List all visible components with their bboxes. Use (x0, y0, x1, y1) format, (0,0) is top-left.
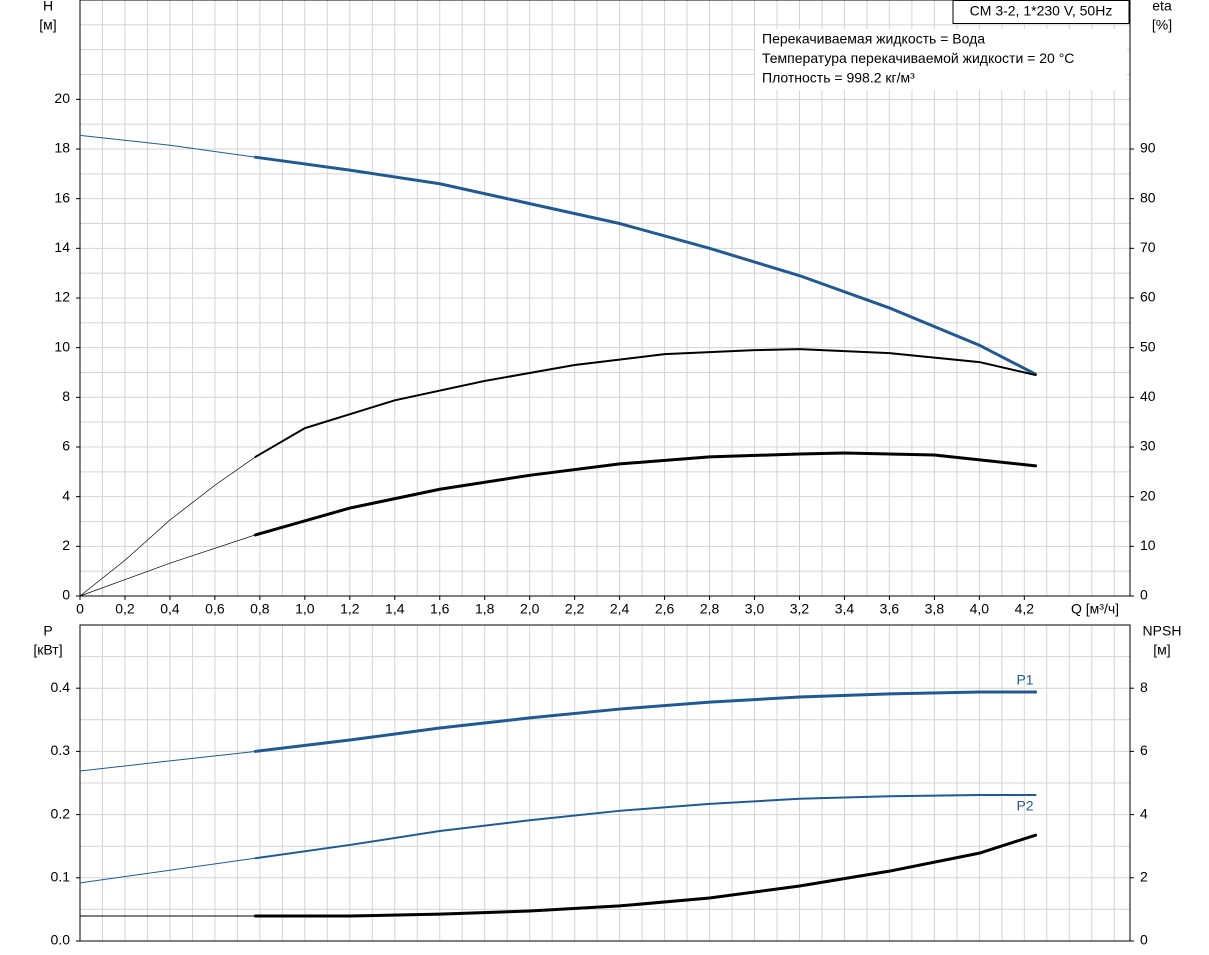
y2-tick-label: 70 (1140, 239, 1156, 255)
y2-tick-label: 80 (1140, 189, 1156, 205)
x-tick-label: 0,6 (205, 601, 225, 617)
chart-title: CM 3-2, 1*230 V, 50Hz (970, 3, 1113, 19)
y2-axis-label: NPSH (1143, 623, 1182, 639)
y-tick-label: 12 (54, 289, 70, 305)
curve (253, 451, 1038, 537)
y2-tick-label: 6 (1140, 742, 1148, 758)
curve-label: P2 (1016, 798, 1033, 814)
y2-axis-label: [%] (1152, 17, 1172, 33)
curve (79, 750, 256, 772)
x-tick-label: 3,0 (745, 601, 765, 617)
y2-tick-label: 0 (1140, 587, 1148, 603)
y-tick-label: 0 (62, 587, 70, 603)
curve (253, 833, 1038, 918)
x-tick-label: 3,8 (925, 601, 945, 617)
x-axis-label: Q [м³/ч] (1071, 601, 1119, 617)
y2-axis-label: [м] (1153, 642, 1170, 658)
y-axis-label: [кВт] (33, 642, 62, 658)
x-tick-label: 2,4 (610, 601, 630, 617)
y2-tick-label: 10 (1140, 537, 1156, 553)
y-tick-label: 8 (62, 388, 70, 404)
y-tick-label: 18 (54, 140, 70, 156)
y2-tick-label: 40 (1140, 388, 1156, 404)
curve (254, 348, 1037, 458)
y2-axis-label: eta (1152, 0, 1172, 14)
x-tick-label: 2,8 (700, 601, 720, 617)
y-tick-label: 2 (62, 537, 70, 553)
y-tick-label: 16 (54, 189, 70, 205)
y2-tick-label: 50 (1140, 338, 1156, 354)
curve (254, 794, 1037, 860)
x-tick-label: 1,8 (475, 601, 495, 617)
y2-tick-label: 4 (1140, 805, 1148, 821)
curve (79, 534, 256, 597)
y2-tick-label: 30 (1140, 438, 1156, 454)
info-text: Плотность = 998.2 кг/м³ (762, 70, 915, 86)
curve (253, 155, 1038, 376)
x-tick-label: 2,6 (655, 601, 675, 617)
curve (253, 690, 1038, 753)
curve (79, 134, 256, 158)
x-tick-label: 3,2 (790, 601, 810, 617)
x-tick-label: 3,4 (835, 601, 855, 617)
x-tick-label: 0 (76, 601, 84, 617)
x-tick-label: 4,2 (1015, 601, 1035, 617)
y2-tick-label: 8 (1140, 679, 1148, 695)
x-tick-label: 3,6 (880, 601, 900, 617)
y-tick-label: 0.3 (51, 742, 71, 758)
y2-tick-label: 20 (1140, 487, 1156, 503)
x-tick-label: 1,6 (430, 601, 450, 617)
y2-tick-label: 60 (1140, 289, 1156, 305)
y-axis-label: [м] (39, 17, 56, 33)
x-tick-label: 2,0 (520, 601, 540, 617)
title-box (952, 0, 1130, 24)
y-tick-label: 0.2 (51, 805, 71, 821)
plot-frame (79, 0, 1131, 597)
curve-label: P1 (1016, 672, 1033, 688)
y-tick-label: 14 (54, 239, 70, 255)
x-tick-label: 1,0 (295, 601, 315, 617)
curve (79, 456, 256, 597)
y-tick-label: 20 (54, 90, 70, 106)
y-tick-label: 6 (62, 438, 70, 454)
x-tick-label: 4,0 (970, 601, 990, 617)
y-tick-label: 10 (54, 338, 70, 354)
y2-tick-label: 90 (1140, 140, 1156, 156)
y2-tick-label: 0 (1140, 932, 1148, 948)
x-tick-label: 0,2 (115, 601, 135, 617)
x-tick-label: 0,4 (160, 601, 180, 617)
x-tick-label: 2,2 (565, 601, 585, 617)
y-axis-label: H (43, 0, 53, 14)
y-tick-label: 0.1 (51, 869, 71, 885)
y-tick-label: 0.0 (51, 932, 71, 948)
y2-tick-label: 2 (1140, 869, 1148, 885)
y-tick-label: 4 (62, 487, 70, 503)
x-tick-label: 1,4 (385, 601, 405, 617)
plot-frame (79, 624, 1131, 942)
info-text: Перекачиваемая жидкость = Вода (762, 31, 985, 47)
info-text: Температура перекачиваемой жидкости = 20… (762, 50, 1074, 66)
info-background (755, 29, 1127, 90)
y-axis-label: P (43, 623, 52, 639)
y-tick-label: 0.4 (51, 679, 71, 695)
x-tick-label: 0,8 (250, 601, 270, 617)
x-tick-label: 1,2 (340, 601, 360, 617)
curve (79, 857, 256, 884)
